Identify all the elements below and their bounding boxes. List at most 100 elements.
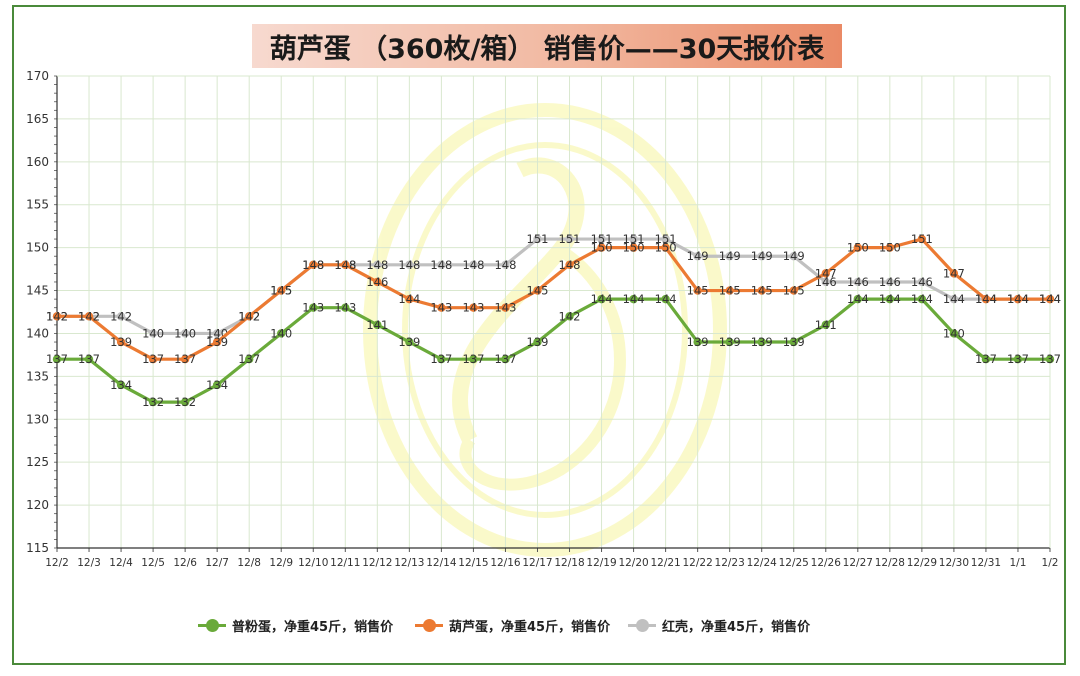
x-tick-label: 12/27 [843, 557, 873, 569]
data-point [565, 234, 574, 244]
legend-swatch [628, 619, 656, 632]
data-label: 145 [719, 284, 741, 298]
data-label: 144 [975, 292, 997, 306]
data-point [565, 312, 574, 321]
x-tick-label: 12/31 [971, 557, 1001, 569]
x-tick-label: 12/26 [811, 557, 842, 569]
data-point [821, 277, 830, 287]
data-label: 145 [270, 284, 292, 298]
data-label: 151 [527, 232, 549, 246]
legend-item-3: 红壳，净重45斤，销售价 [628, 616, 810, 635]
data-label: 145 [751, 284, 773, 298]
data-label: 145 [687, 284, 709, 298]
data-label: 144 [623, 292, 645, 306]
x-tick-label: 12/23 [715, 557, 745, 569]
data-point [693, 286, 702, 295]
data-point [405, 337, 414, 347]
x-tick-label: 12/24 [747, 557, 778, 569]
data-point [693, 252, 702, 261]
series-2: 142 142 139 137 137 139 142 145 148 148 146 144 143 1… [46, 232, 1061, 366]
data-point [84, 312, 94, 321]
data-point [1013, 294, 1023, 304]
x-axis-ticks: 12/2 12/3 12/4 12/5 12/6 12/7 12/8 12/9 12/10 12/… [45, 557, 1058, 569]
x-tick-label: 12/7 [205, 557, 229, 569]
data-point [52, 355, 62, 364]
data-point [469, 260, 478, 269]
data-label: 149 [719, 249, 741, 263]
data-label: 141 [366, 318, 388, 332]
data-label: 147 [815, 266, 837, 280]
x-tick-label: 12/10 [298, 557, 328, 569]
x-tick-label: 12/16 [490, 557, 521, 569]
x-tick-label: 12/20 [618, 557, 648, 569]
y-tick-label: 125 [26, 455, 49, 469]
title-banner: 葫芦蛋 （360枚/箱） 销售价——30天报价表 [252, 24, 842, 68]
data-point [629, 294, 638, 304]
x-tick-label: 12/28 [875, 557, 905, 569]
data-label: 146 [911, 275, 933, 289]
data-label: 139 [719, 335, 741, 349]
watermark-logo [363, 103, 727, 557]
data-label: 140 [270, 326, 292, 340]
data-point [148, 329, 158, 338]
data-point [116, 380, 126, 390]
data-point [1045, 355, 1055, 364]
data-label: 144 [911, 292, 933, 306]
y-tick-label: 160 [26, 155, 49, 169]
data-label: 137 [1007, 352, 1029, 366]
y-axis-ticks: 115 120 125 130 135 140 145 150 155 160 165 170 [26, 69, 49, 555]
data-point [725, 337, 734, 347]
data-point [629, 234, 638, 244]
axes [54, 75, 1051, 552]
y-tick-label: 120 [26, 498, 49, 512]
x-tick-label: 12/6 [173, 557, 197, 569]
data-point [469, 303, 478, 312]
data-label: 143 [494, 301, 516, 315]
data-label: 150 [655, 241, 677, 255]
data-point [180, 355, 190, 364]
data-label: 148 [334, 258, 356, 272]
data-label: 139 [687, 335, 709, 349]
data-point [789, 337, 798, 347]
data-point [212, 337, 222, 347]
data-label: 139 [783, 335, 805, 349]
data-point [373, 277, 382, 287]
data-point [853, 294, 863, 304]
data-label: 148 [430, 258, 452, 272]
data-point [244, 312, 254, 321]
data-label: 148 [559, 258, 581, 272]
data-point [341, 260, 350, 269]
data-point [277, 329, 286, 338]
data-label: 142 [78, 309, 100, 323]
data-label: 148 [462, 258, 484, 272]
data-label: 137 [46, 352, 68, 366]
data-point [437, 303, 446, 312]
data-point [437, 260, 446, 269]
data-point [84, 355, 94, 364]
data-label: 149 [751, 249, 773, 263]
data-point [821, 269, 830, 278]
data-label: 148 [398, 258, 420, 272]
data-point [661, 243, 670, 252]
data-point [1013, 355, 1023, 364]
data-point [533, 337, 542, 347]
data-label: 151 [559, 232, 581, 246]
y-tick-label: 165 [26, 112, 49, 126]
data-label: 139 [110, 335, 132, 349]
data-label: 151 [655, 232, 677, 246]
data-label: 134 [110, 378, 132, 392]
data-label: 143 [462, 301, 484, 315]
x-tick-label: 12/12 [362, 557, 392, 569]
series-layer: 1421421421401401401421451481481481481481… [46, 232, 1061, 409]
legend-item-2: 葫芦蛋，净重45斤，销售价 [415, 616, 610, 635]
data-label: 146 [815, 275, 837, 289]
data-point [789, 252, 798, 261]
data-label: 146 [879, 275, 901, 289]
data-point [277, 286, 286, 295]
x-tick-label: 12/9 [269, 557, 293, 569]
data-label: 144 [879, 292, 901, 306]
data-label: 137 [78, 352, 100, 366]
y-tick-label: 170 [26, 69, 49, 83]
data-point [757, 286, 766, 295]
